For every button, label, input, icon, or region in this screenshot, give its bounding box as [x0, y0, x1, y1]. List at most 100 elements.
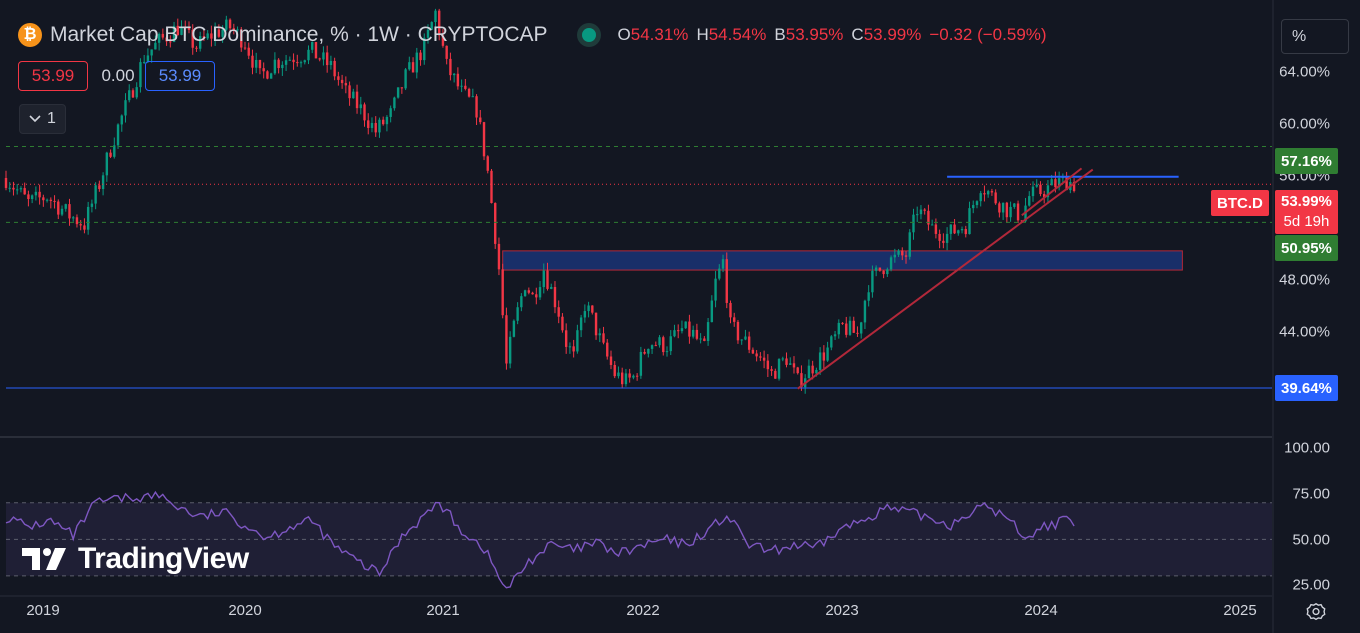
time-axis-label: 2020: [228, 602, 262, 619]
candle-body: [830, 336, 833, 348]
bar-countdown: 5d 19h: [1283, 213, 1330, 230]
candle-body: [314, 42, 318, 59]
candle-body: [128, 90, 131, 101]
candle-body: [684, 321, 687, 329]
candle-body: [662, 337, 665, 353]
candle-body: [277, 59, 280, 69]
candle-body: [856, 332, 859, 334]
candle-body: [378, 119, 381, 133]
candle-body: [759, 356, 762, 358]
candle-body: [617, 372, 620, 377]
candle-body: [691, 329, 695, 337]
candle-body: [184, 27, 187, 29]
candle-body: [774, 370, 777, 379]
rsi-line: [5, 490, 1075, 589]
candle-body: [860, 322, 863, 334]
candle-body: [658, 337, 661, 346]
candle-body: [677, 330, 680, 332]
candle-body: [852, 320, 855, 333]
candle-body: [296, 62, 299, 64]
tradingview-logo-icon: [22, 548, 66, 570]
candle-body: [635, 375, 639, 377]
candle-body: [639, 351, 643, 376]
ohlc-open: O54.31%: [617, 25, 689, 44]
trend-layer: [797, 167, 1094, 390]
candle-body: [714, 278, 717, 301]
candle-body: [426, 29, 430, 38]
candle-body: [957, 230, 960, 234]
candle-body: [594, 312, 598, 336]
candle-body: [266, 71, 269, 79]
candle-body: [16, 189, 19, 191]
candle-body: [893, 254, 897, 258]
candle-body: [393, 97, 396, 109]
rsi-layer: [5, 490, 1272, 589]
candle-body: [845, 323, 848, 335]
support-level-tag: 39.64%: [1275, 375, 1338, 401]
candle-body: [553, 287, 557, 308]
candle-body: [19, 188, 23, 190]
candle-body: [930, 224, 934, 226]
candle-body: [396, 87, 400, 98]
candle-body: [527, 290, 531, 293]
candle-body: [12, 187, 15, 190]
candle-body: [269, 73, 273, 79]
candle-body: [1005, 202, 1009, 218]
candle-body: [579, 317, 583, 331]
candle-body: [874, 267, 878, 271]
symbol-title[interactable]: Market Cap BTC Dominance, % · 1W · CRYPT…: [50, 23, 548, 46]
settings-gear-icon[interactable]: [1305, 601, 1327, 623]
candle-body: [733, 317, 736, 322]
chart-header: ₿ Market Cap BTC Dominance, % · 1W · CRY…: [18, 20, 1047, 50]
level-layer: [6, 146, 1272, 389]
candle-body: [751, 349, 755, 354]
candle-body: [348, 85, 351, 99]
scale-mode-button[interactable]: %: [1281, 19, 1349, 54]
symbol-tag: BTC.D: [1211, 190, 1269, 216]
candle-body: [157, 33, 161, 43]
candle-body: [363, 104, 366, 121]
buy-button[interactable]: 53.99: [145, 61, 215, 91]
candle-body: [359, 104, 362, 109]
candle-body: [30, 195, 34, 200]
candle-body: [897, 250, 900, 255]
candle-body: [706, 322, 710, 341]
candle-body: [325, 52, 329, 66]
candle-body: [927, 210, 930, 225]
candle-body: [430, 22, 433, 30]
candle-body: [699, 338, 702, 340]
candle-body: [826, 347, 829, 361]
candle-body: [68, 204, 71, 219]
candle-body: [311, 42, 314, 50]
sell-button[interactable]: 53.99: [18, 61, 88, 91]
candle-body: [213, 29, 217, 39]
bitcoin-icon: ₿: [18, 23, 42, 47]
candle-body: [811, 365, 814, 374]
candle-body: [475, 96, 478, 118]
candle-body: [572, 346, 575, 352]
candle-body: [299, 62, 303, 64]
candle-body: [777, 359, 781, 379]
candle-body: [38, 191, 41, 198]
candle-body: [307, 49, 310, 61]
candle-body: [912, 214, 915, 233]
candle-body: [441, 35, 445, 46]
candle-body: [919, 209, 923, 215]
candle-body: [837, 322, 840, 335]
market-status-icon[interactable]: [581, 28, 596, 42]
candle-body: [105, 152, 109, 176]
candle-body: [1031, 186, 1035, 197]
candle-body: [210, 33, 213, 39]
candle-body: [198, 36, 202, 49]
candle-body: [512, 320, 516, 337]
candle-body: [1057, 178, 1061, 188]
candle-body: [464, 85, 467, 89]
candle-body: [419, 52, 422, 61]
candle-body: [60, 208, 64, 215]
candle-body: [968, 208, 971, 235]
candle-body: [710, 300, 714, 323]
candle-body: [665, 351, 669, 353]
collapse-indicators-button[interactable]: 1: [19, 104, 66, 134]
